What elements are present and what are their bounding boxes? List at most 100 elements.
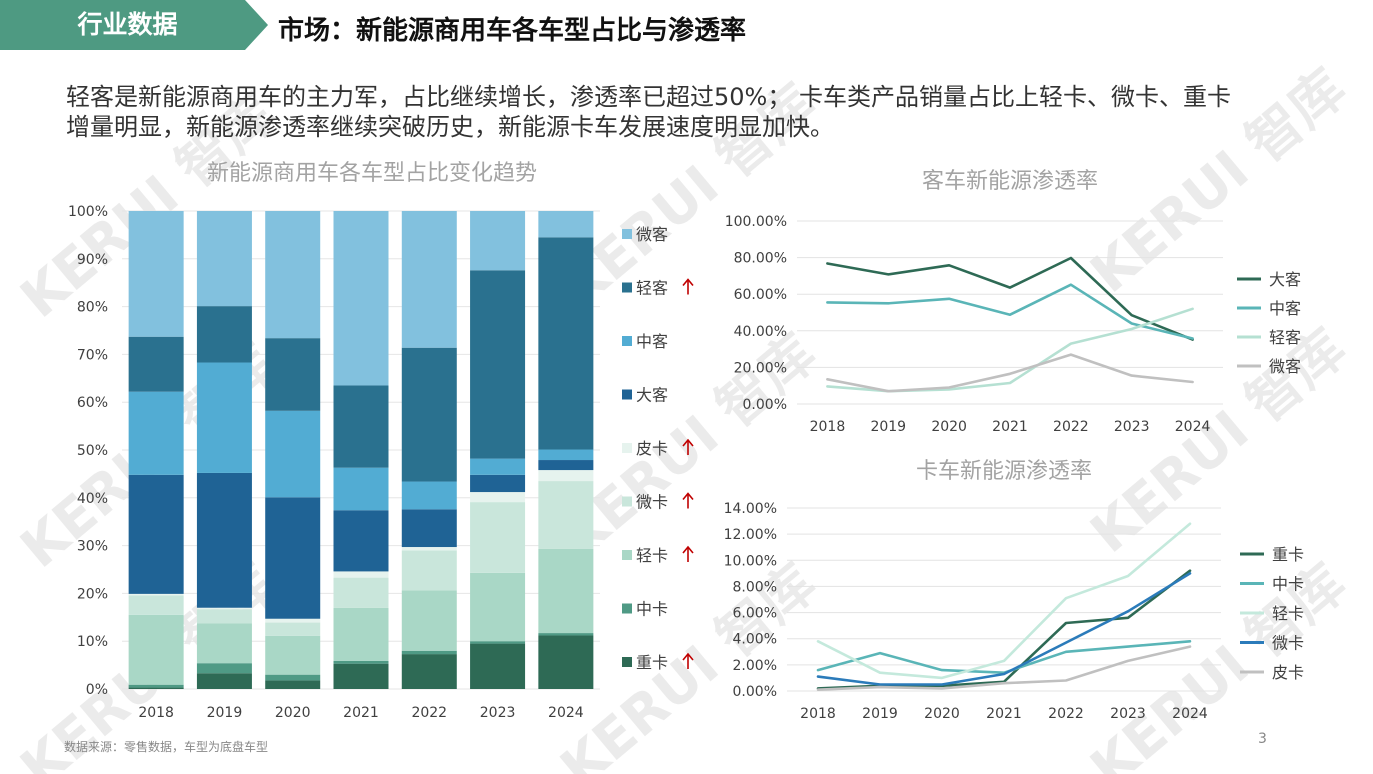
bar-segment <box>401 590 457 651</box>
y-tick-label: 40.00% <box>734 324 787 340</box>
bar-segment <box>196 673 252 689</box>
summary-line-1: 轻客是新能源商用车的主力军，占比继续增长，渗透率已超过50%； 卡车类产品销量占… <box>66 83 1231 111</box>
y-tick-label: 70% <box>77 347 108 363</box>
legend-swatch <box>622 389 632 400</box>
x-tick-label: 2021 <box>992 419 1028 435</box>
bar-segment <box>265 338 321 411</box>
y-tick-label: 4.00% <box>733 632 777 648</box>
chart-title: 新能源商用车各车型占比变化趋势 <box>207 161 537 186</box>
y-tick-label: 0.00% <box>733 684 777 700</box>
bar-segment <box>333 607 389 661</box>
x-tick-label: 2018 <box>138 705 174 721</box>
bar-segment <box>401 211 457 348</box>
series-line <box>816 522 1192 680</box>
legend-swatch <box>622 282 632 293</box>
legend-swatch <box>622 550 632 560</box>
bar-segment <box>470 270 526 459</box>
x-tick-label: 2018 <box>800 706 836 722</box>
y-tick-label: 8.00% <box>733 579 777 595</box>
x-tick-label: 2024 <box>1172 706 1208 722</box>
bar-segment <box>470 502 526 573</box>
truck-penetration-chart: 卡车新能源渗透率 0.00% 2.00% 4.00% 6.00% 8.00% 10.00% 1… <box>724 459 1304 722</box>
series-line <box>816 572 1192 686</box>
x-tick-label: 2023 <box>480 705 516 721</box>
legend-label: 微客 <box>636 225 668 244</box>
legend-label: 微卡 <box>636 493 668 512</box>
x-tick-label: 2019 <box>862 706 898 722</box>
bar-segment <box>538 237 594 450</box>
bar-segment <box>333 211 389 386</box>
bar-segment <box>128 687 184 689</box>
chart-title: 客车新能源渗透率 <box>922 169 1098 194</box>
bar-segment <box>265 635 321 675</box>
bar-segment <box>128 593 184 596</box>
bar-segment <box>470 474 526 493</box>
bar-segment <box>401 347 457 482</box>
legend-swatch <box>622 496 632 507</box>
x-tick-label: 2020 <box>924 706 960 722</box>
summary-line-2: 增量明显，新能源渗透率继续突破历史，新能源卡车发展速度明显加快。 <box>66 113 834 141</box>
bar-segment <box>401 650 457 655</box>
legend-label: 重卡 <box>636 653 668 672</box>
y-tick-label: 90% <box>77 252 108 268</box>
bar-segment <box>333 660 389 664</box>
y-tick-label: 80% <box>77 300 108 316</box>
bar-segment <box>128 684 184 688</box>
y-tick-label: 2.00% <box>733 658 777 674</box>
bar-segment <box>401 547 457 551</box>
bar-segment <box>196 211 252 307</box>
bar-segment <box>333 510 389 572</box>
y-tick-label: 40% <box>77 491 108 507</box>
x-tick-label: 2023 <box>1114 419 1150 435</box>
bar-segment <box>401 509 457 548</box>
series-line <box>816 645 1192 691</box>
bar-segment <box>265 618 321 623</box>
y-tick-label: 0% <box>86 682 108 698</box>
x-tick-label: 2018 <box>810 419 846 435</box>
legend-label: 微卡 <box>1272 634 1304 653</box>
legend-swatch <box>622 603 632 614</box>
y-tick-label: 0.00% <box>743 397 787 413</box>
bar-segment <box>538 635 594 689</box>
section-tag-shape <box>0 0 268 50</box>
bar-segment <box>333 571 389 578</box>
y-tick-label: 100% <box>68 204 108 220</box>
legend-label: 中客 <box>636 332 668 351</box>
bar-segment <box>333 385 389 468</box>
y-tick-label: 80.00% <box>734 251 787 267</box>
x-tick-label: 2024 <box>1175 419 1211 435</box>
bar-segment <box>265 211 321 339</box>
bar-segment <box>538 470 594 482</box>
bar-segment <box>196 306 252 363</box>
legend-label: 轻客 <box>1269 328 1301 347</box>
legend-label: 轻卡 <box>1272 604 1304 623</box>
bar-segment <box>128 391 184 475</box>
up-arrow-icon <box>682 652 694 669</box>
legend-swatch <box>622 336 632 346</box>
y-tick-label: 14.00% <box>724 501 777 517</box>
legend-label: 轻客 <box>636 279 668 298</box>
stacked-share-chart: 新能源商用车各车型占比变化趋势 0% 10% 20% 30% 40% 50% 60% 70% 80… <box>68 161 694 721</box>
up-arrow-icon <box>682 438 694 455</box>
bar-segment <box>401 654 457 689</box>
bar-segment <box>538 449 594 461</box>
bar-segment <box>470 458 526 475</box>
legend-label: 微客 <box>1269 357 1301 376</box>
y-tick-label: 6.00% <box>733 606 777 622</box>
bar-segment <box>470 572 526 642</box>
page-title: 市场：新能源商用车各车型占比与渗透率 <box>278 16 747 46</box>
series-line <box>816 640 1192 674</box>
x-tick-label: 2022 <box>1048 706 1084 722</box>
chart-title: 卡车新能源渗透率 <box>916 459 1092 484</box>
bar-segment <box>196 663 252 674</box>
legend-label: 大客 <box>636 386 668 405</box>
summary-text: 轻客是新能源商用车的主力军，占比继续增长，渗透率已超过50%； 卡车类产品销量占… <box>66 82 1326 142</box>
x-tick-label: 2024 <box>548 705 584 721</box>
x-tick-label: 2021 <box>986 706 1022 722</box>
y-tick-label: 12.00% <box>724 527 777 543</box>
bar-segment <box>265 497 321 619</box>
y-tick-label: 30% <box>77 539 108 555</box>
legend-swatch <box>622 657 632 667</box>
y-tick-label: 50% <box>77 443 108 459</box>
series-line <box>826 353 1194 393</box>
